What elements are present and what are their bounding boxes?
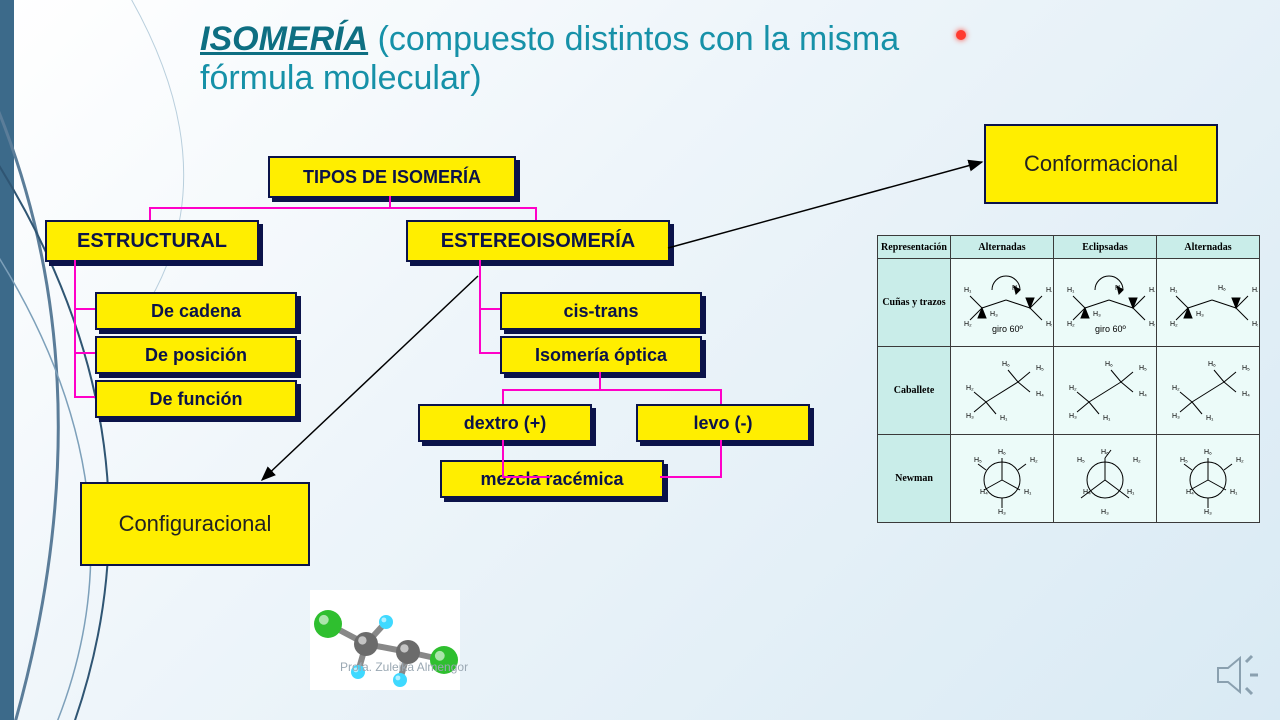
representation-table: RepresentaciónAlternadasEclipsadasAltern… (877, 235, 1260, 523)
table-cell: giro 60º H₁ H₂ H₃ H₄ H₅ H₆ (951, 259, 1054, 347)
svg-text:H₄: H₄ (1139, 391, 1147, 398)
svg-text:H₃: H₃ (1069, 413, 1077, 420)
table-header: Eclipsadas (1054, 236, 1157, 259)
svg-text:H₅: H₅ (1242, 365, 1250, 372)
svg-text:H₆: H₆ (1002, 361, 1010, 368)
svg-text:H₅: H₅ (974, 457, 982, 464)
svg-text:H₆: H₆ (1101, 449, 1109, 456)
svg-text:H₆: H₆ (1204, 449, 1212, 456)
svg-text:H₂: H₂ (1133, 457, 1141, 464)
box-estructural: ESTRUCTURAL (45, 220, 259, 262)
svg-text:H₃: H₃ (1172, 413, 1180, 420)
svg-text:H₄: H₄ (1242, 391, 1250, 398)
svg-text:H₃: H₃ (1101, 509, 1109, 516)
svg-text:H₄: H₄ (1083, 489, 1091, 496)
svg-text:H₂: H₂ (1236, 457, 1244, 464)
svg-text:giro 60º: giro 60º (1095, 324, 1127, 334)
svg-text:H₁: H₁ (1024, 489, 1032, 496)
author-credit: Profa. Zuleika Almengor (340, 660, 468, 674)
box-root: TIPOS DE ISOMERÍA (268, 156, 516, 198)
speaker-icon[interactable] (1210, 650, 1260, 700)
laser-pointer (956, 30, 966, 40)
title-main: ISOMERÍA (200, 20, 368, 58)
svg-text:H₃: H₃ (990, 311, 998, 318)
svg-text:H₂: H₂ (966, 385, 974, 392)
svg-text:H₃: H₃ (1196, 311, 1204, 318)
svg-text:H₆: H₆ (1012, 285, 1020, 292)
svg-text:giro 60º: giro 60º (992, 324, 1024, 334)
svg-text:H₄: H₄ (1036, 391, 1044, 398)
svg-text:H₂: H₂ (964, 321, 972, 328)
svg-text:H₆: H₆ (1105, 361, 1113, 368)
table-cell: H₁ H₂ H₃ H₄ H₅ H₆ (951, 347, 1054, 435)
svg-text:H₆: H₆ (1115, 285, 1123, 292)
svg-text:H₃: H₃ (998, 509, 1006, 516)
table-cell: H₁ H₂ H₃ H₄ H₅ H₆ (1054, 435, 1157, 523)
box-posicion: De posición (95, 336, 297, 374)
svg-text:H₄: H₄ (1149, 287, 1155, 294)
svg-text:H₄: H₄ (1186, 489, 1194, 496)
box-dextro: dextro (+) (418, 404, 592, 442)
page-title: ISOMERÍA (compuesto distintos con la mis… (200, 20, 960, 98)
svg-text:H₅: H₅ (1139, 365, 1147, 372)
table-cell: H₁ H₂ H₃ H₄ H₅ H₆ (1157, 347, 1260, 435)
table-row-label: Newman (878, 435, 951, 523)
svg-text:H₆: H₆ (998, 449, 1006, 456)
svg-text:H₄: H₄ (1046, 287, 1052, 294)
svg-text:H₂: H₂ (1067, 321, 1075, 328)
svg-text:H₂: H₂ (1030, 457, 1038, 464)
svg-text:H₁: H₁ (964, 287, 972, 294)
table-cell: giro 60º H₁ H₂ H₃ H₄ H₅ H₆ (1054, 259, 1157, 347)
table-row-label: Caballete (878, 347, 951, 435)
svg-text:H₃: H₃ (1093, 311, 1101, 318)
box-levo: levo (-) (636, 404, 810, 442)
svg-text:H₁: H₁ (1230, 489, 1238, 496)
box-funcion: De función (95, 380, 297, 418)
svg-text:H₆: H₆ (1218, 285, 1226, 292)
table-cell: H₁ H₂ H₃ H₄ H₅ H₆ (1054, 347, 1157, 435)
svg-text:H₁: H₁ (1067, 287, 1075, 294)
svg-text:H₂: H₂ (1069, 385, 1077, 392)
svg-text:H₁: H₁ (1000, 415, 1008, 422)
table-cell: H₁ H₂ H₃ H₄ H₅ H₆ (1157, 259, 1260, 347)
svg-text:H₅: H₅ (1149, 321, 1155, 328)
svg-text:H₁: H₁ (1170, 287, 1178, 294)
table-header: Alternadas (1157, 236, 1260, 259)
plainbox-conformacional: Conformacional (984, 124, 1218, 204)
svg-text:H₁: H₁ (1206, 415, 1214, 422)
svg-text:H₆: H₆ (1208, 361, 1216, 368)
box-racemica: mezcla racémica (440, 460, 664, 498)
svg-text:H₁: H₁ (1127, 489, 1135, 496)
box-cistrans: cis-trans (500, 292, 702, 330)
svg-text:H₅: H₅ (1180, 457, 1188, 464)
table-cell: H₁ H₂ H₃ H₄ H₅ H₆ (1157, 435, 1260, 523)
table-header: Representación (878, 236, 951, 259)
table-row-label: Cuñas y trazos (878, 259, 951, 347)
svg-text:H₅: H₅ (1036, 365, 1044, 372)
svg-text:H₄: H₄ (1252, 287, 1258, 294)
svg-text:H₅: H₅ (1077, 457, 1085, 464)
box-estereo: ESTEREOISOMERÍA (406, 220, 670, 262)
left-accent-bar (0, 0, 14, 720)
svg-text:H₃: H₃ (1204, 509, 1212, 516)
table-header: Alternadas (951, 236, 1054, 259)
molecule-thumbnail (310, 590, 460, 690)
svg-text:H₅: H₅ (1046, 321, 1052, 328)
table-cell: H₁ H₂ H₃ H₄ H₅ H₆ (951, 435, 1054, 523)
svg-text:H₃: H₃ (966, 413, 974, 420)
plainbox-configuracional: Configuracional (80, 482, 310, 566)
svg-text:H₁: H₁ (1103, 415, 1111, 422)
box-optica: Isomería óptica (500, 336, 702, 374)
svg-text:H₂: H₂ (1172, 385, 1180, 392)
svg-text:H₂: H₂ (1170, 321, 1178, 328)
svg-text:H₅: H₅ (1252, 321, 1258, 328)
svg-text:H₄: H₄ (980, 489, 988, 496)
box-cadena: De cadena (95, 292, 297, 330)
